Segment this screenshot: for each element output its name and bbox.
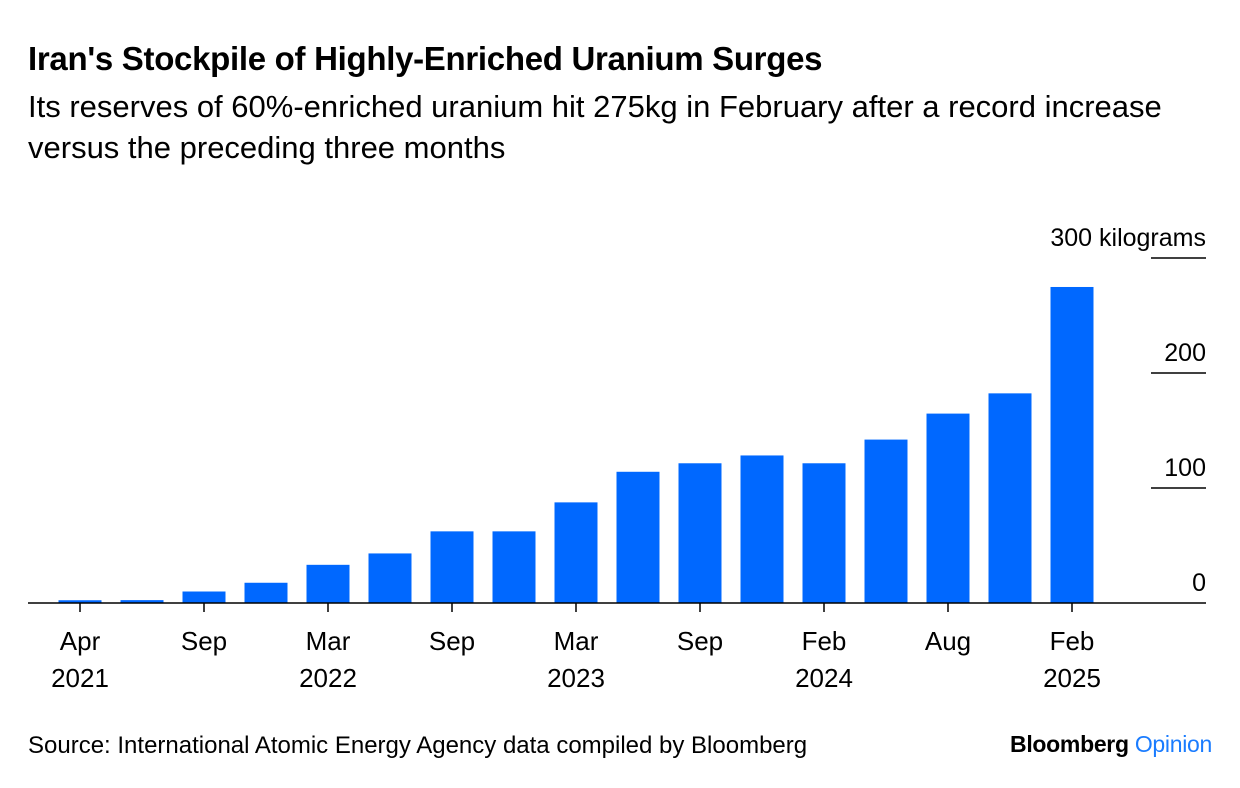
x-tick-year-label: 2025: [1043, 663, 1101, 693]
brand-secondary: Opinion: [1134, 731, 1212, 757]
bar: [244, 582, 288, 603]
x-tick-label: Sep: [181, 626, 227, 656]
bar: [1050, 286, 1094, 603]
y-tick-label: 200: [1164, 339, 1206, 367]
brand-primary: Bloomberg: [1010, 731, 1129, 757]
x-tick-label: Mar: [554, 626, 599, 656]
y-tick-label: 300 kilograms: [1050, 224, 1206, 252]
x-tick-label: Apr: [60, 626, 101, 656]
x-tick-year-label: 2023: [547, 663, 605, 693]
bar-chart: 0 100 200 300 kilograms Apr 2021 Sep Mar 2022 Sep…: [28, 224, 1206, 693]
y-tick-label: 100: [1164, 454, 1206, 482]
x-tick-year-label: 2022: [299, 663, 357, 693]
bar: [430, 531, 474, 603]
y-tick-label: 0: [1192, 569, 1206, 597]
bar: [926, 413, 970, 603]
bar: [120, 600, 164, 603]
bar: [740, 455, 784, 603]
bar: [554, 502, 598, 603]
x-tick-label: Aug: [925, 626, 971, 656]
bar: [306, 564, 350, 603]
chart-subtitle: Its reserves of 60%-enriched uranium hit…: [28, 89, 1162, 165]
bar: [988, 393, 1032, 603]
bar: [678, 463, 722, 603]
bar: [492, 531, 536, 603]
bar: [616, 471, 660, 603]
x-tick-year-label: 2021: [51, 663, 109, 693]
bar: [182, 591, 226, 603]
x-tick-label: Sep: [677, 626, 723, 656]
x-tick-label: Mar: [306, 626, 351, 656]
chart-title: Iran's Stockpile of Highly-Enriched Uran…: [28, 40, 823, 77]
x-tick-label: Sep: [429, 626, 475, 656]
bar: [802, 463, 846, 603]
bar: [368, 553, 412, 603]
x-tick-year-label: 2024: [795, 663, 853, 693]
bar: [864, 439, 908, 603]
bar: [58, 600, 102, 603]
x-tick-label: Feb: [802, 626, 847, 656]
brand-logo: Bloomberg Opinion: [1010, 731, 1212, 758]
x-tick-label: Feb: [1050, 626, 1095, 656]
source-note: Source: International Atomic Energy Agen…: [28, 732, 808, 759]
